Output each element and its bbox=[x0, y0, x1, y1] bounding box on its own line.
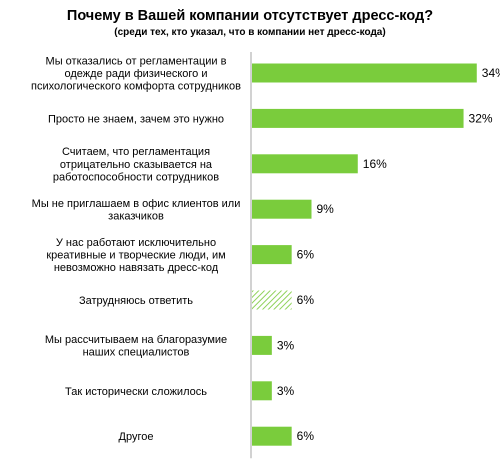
category-label-line: невозможно навязать дресс-код bbox=[54, 262, 219, 274]
value-label-4: 6% bbox=[297, 248, 315, 262]
bar-0 bbox=[252, 63, 477, 83]
category-label-line: психологического комфорта сотрудников bbox=[31, 81, 241, 93]
value-label-3: 9% bbox=[317, 202, 335, 216]
category-label-line: Считаем, что регламентация bbox=[62, 146, 210, 158]
bar-1 bbox=[252, 108, 464, 128]
bar-7 bbox=[252, 381, 272, 401]
category-label-3: Мы не приглашаем в офис клиентов или зака… bbox=[32, 198, 241, 223]
value-label-1: 32% bbox=[469, 111, 493, 125]
category-label-line: креативные и творческие люди, им bbox=[46, 250, 225, 262]
category-label-line: Мы не приглашаем в офис клиентов или bbox=[32, 198, 241, 210]
category-label-8: Другое bbox=[119, 431, 154, 443]
category-label-5: Затрудняюсь ответить bbox=[79, 295, 193, 307]
bar-6 bbox=[252, 335, 272, 355]
category-label-line: отрицательно сказывается на bbox=[60, 159, 213, 171]
value-label-5: 6% bbox=[297, 293, 315, 307]
category-label-line: Мы отказались от регламентации в bbox=[46, 55, 227, 67]
value-label-7: 3% bbox=[277, 384, 295, 398]
category-label-line: одежде ради физического и bbox=[65, 68, 208, 80]
value-label-6: 3% bbox=[277, 338, 295, 352]
category-label-line: наших специалистов bbox=[83, 347, 190, 359]
bar-3 bbox=[252, 199, 312, 219]
value-label-8: 6% bbox=[297, 429, 315, 443]
category-label-line: Просто не знаем, зачем это нужно bbox=[48, 113, 224, 125]
chart-title: Почему в Вашей компании отсутствует дрес… bbox=[66, 8, 434, 24]
category-label-line: заказчиков bbox=[108, 211, 164, 223]
category-label-line: Другое bbox=[119, 431, 154, 443]
category-label-line: Затрудняюсь ответить bbox=[79, 295, 193, 307]
category-label-2: Считаем, что регламентация отрицательно с… bbox=[53, 146, 219, 183]
bar-8 bbox=[252, 426, 292, 446]
chart-subtitle: (среди тех, кто указал, что в компании н… bbox=[114, 27, 386, 38]
bar-2 bbox=[252, 154, 358, 174]
category-label-4: У нас работают исключительно креативные и… bbox=[46, 237, 225, 274]
category-label-line: У нас работают исключительно bbox=[56, 237, 216, 249]
category-label-6: Мы рассчитываем на благоразумие наших спе… bbox=[45, 334, 227, 359]
bar-4 bbox=[252, 245, 292, 265]
category-label-line: Мы рассчитываем на благоразумие bbox=[45, 334, 227, 346]
value-label-2: 16% bbox=[363, 157, 387, 171]
category-label-0: Мы отказались от регламентации в одежде р… bbox=[31, 55, 241, 92]
category-label-line: работоспособности сотрудников bbox=[53, 171, 219, 183]
value-label-0: 34% bbox=[482, 66, 500, 80]
category-label-7: Так исторически сложилось bbox=[65, 386, 207, 398]
category-label-line: Так исторически сложилось bbox=[65, 386, 207, 398]
bar-5 bbox=[252, 290, 292, 310]
category-label-1: Просто не знаем, зачем это нужно bbox=[48, 113, 224, 125]
